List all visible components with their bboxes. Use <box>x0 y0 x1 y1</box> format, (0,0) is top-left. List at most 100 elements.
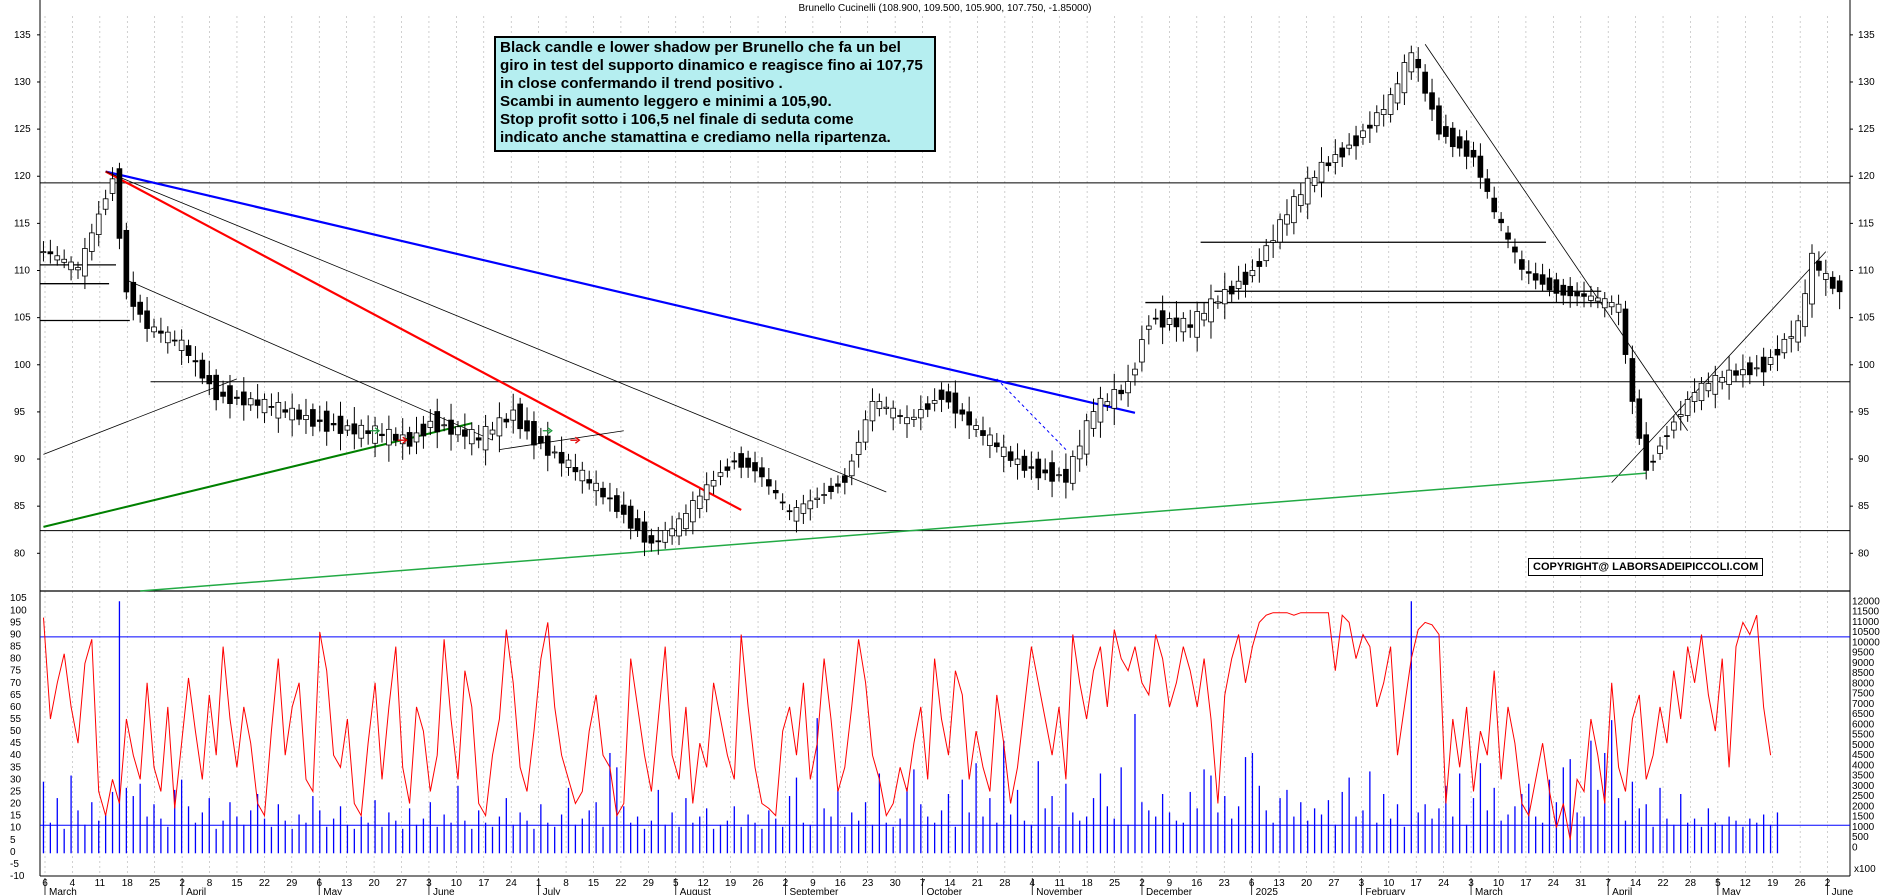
candle <box>793 500 800 533</box>
candle-body-down <box>1505 232 1511 240</box>
candle-body-up <box>1125 381 1131 394</box>
candle <box>600 481 606 505</box>
candle <box>88 223 95 261</box>
month-label: May <box>323 887 342 895</box>
candle-body-up <box>1767 357 1774 365</box>
candle <box>1664 425 1670 450</box>
candle <box>1297 183 1304 213</box>
candle <box>1719 370 1726 390</box>
candle <box>1595 286 1601 309</box>
candle-body-up <box>1166 318 1173 325</box>
candle <box>54 246 61 266</box>
candle <box>745 450 751 478</box>
candle <box>102 189 109 216</box>
volume-tick: 9000 <box>1852 658 1875 669</box>
candle <box>1090 398 1097 437</box>
candle <box>109 167 116 202</box>
candle <box>1277 213 1283 250</box>
note-line: Stop profit sotto i 106,5 nel finale di … <box>500 111 854 128</box>
candle-body-down <box>993 442 1000 448</box>
candle-body-up <box>1249 270 1256 277</box>
candle-body-up <box>973 425 979 430</box>
candle <box>1546 268 1553 297</box>
volume-tick: 1500 <box>1852 812 1875 823</box>
price-tick-right: 105 <box>1858 313 1875 324</box>
candle <box>1076 429 1083 472</box>
candle-body-up <box>1097 397 1104 423</box>
candle-body-up <box>565 459 572 468</box>
candle <box>1049 450 1055 498</box>
candle <box>344 419 351 436</box>
candle <box>1429 78 1435 121</box>
candle <box>1712 365 1719 409</box>
candle <box>890 400 897 431</box>
candle <box>1477 143 1484 189</box>
candle-body-up <box>1304 177 1311 205</box>
candle-body-down <box>1228 285 1235 295</box>
candle <box>848 453 855 486</box>
price-tick-left: 80 <box>14 548 26 559</box>
candle <box>1187 309 1194 338</box>
candle <box>316 405 323 432</box>
candle-body-up <box>151 326 157 333</box>
candle-body-down <box>185 345 192 356</box>
candle-body-down <box>379 433 385 437</box>
candle-body-up <box>793 507 800 522</box>
chart-title: Brunello Cucinelli (108.900, 109.500, 10… <box>799 3 1092 14</box>
dotted-trendline <box>996 378 1067 450</box>
candle-body-up <box>102 198 109 210</box>
candle <box>1829 271 1836 295</box>
candle-body-down <box>1256 261 1263 267</box>
candle <box>1677 400 1684 431</box>
candle-body-down <box>1353 135 1359 147</box>
volume-tick: 7500 <box>1852 689 1875 700</box>
candle-body-down <box>1512 246 1518 253</box>
price-tick-left: 125 <box>14 124 31 135</box>
arrow-red <box>570 436 581 444</box>
day-label: 29 <box>286 878 298 889</box>
candle-body-up <box>1215 301 1221 304</box>
candle <box>254 384 261 419</box>
candle-body-up <box>1104 401 1111 406</box>
candle-body-down <box>924 403 931 410</box>
candle-body-up <box>1284 214 1290 225</box>
candle-body-up <box>1221 289 1228 305</box>
candle <box>365 415 371 445</box>
candle <box>952 380 959 429</box>
candle <box>268 393 275 416</box>
candle-body-up <box>1360 130 1366 138</box>
candle-body-up <box>1677 414 1684 417</box>
day-label: 10 <box>451 878 463 889</box>
candle <box>1346 133 1352 156</box>
candle-body-up <box>710 480 717 487</box>
candle-body-up <box>1588 295 1594 301</box>
oscillator-tick: -10 <box>10 871 25 882</box>
candle <box>1698 377 1705 411</box>
candle-body-down <box>1049 462 1055 482</box>
candle <box>835 475 841 494</box>
day-label: 9 <box>1167 878 1173 889</box>
candle-body-down <box>614 495 620 512</box>
candle-body-down <box>47 251 54 255</box>
candle-body-down <box>544 435 551 456</box>
candle <box>1208 284 1214 339</box>
candle <box>220 380 226 404</box>
candle-body-up <box>441 424 447 427</box>
candle <box>1581 281 1587 308</box>
day-label: 16 <box>1191 878 1203 889</box>
day-label: 9 <box>810 878 816 889</box>
candle <box>1132 362 1138 386</box>
candle <box>503 413 510 429</box>
candle-body-down <box>116 168 123 239</box>
chart-frame <box>39 0 1851 877</box>
candle-body-down <box>572 467 579 473</box>
candle <box>945 383 952 409</box>
candle <box>842 468 848 495</box>
candle <box>1021 449 1028 478</box>
day-label: 31 <box>1575 878 1587 889</box>
price-tick-right: 135 <box>1858 30 1875 41</box>
volume-tick: 10500 <box>1852 627 1880 638</box>
candle-body-up <box>676 518 682 537</box>
candle <box>1401 54 1408 106</box>
candle-body-up <box>303 414 309 420</box>
